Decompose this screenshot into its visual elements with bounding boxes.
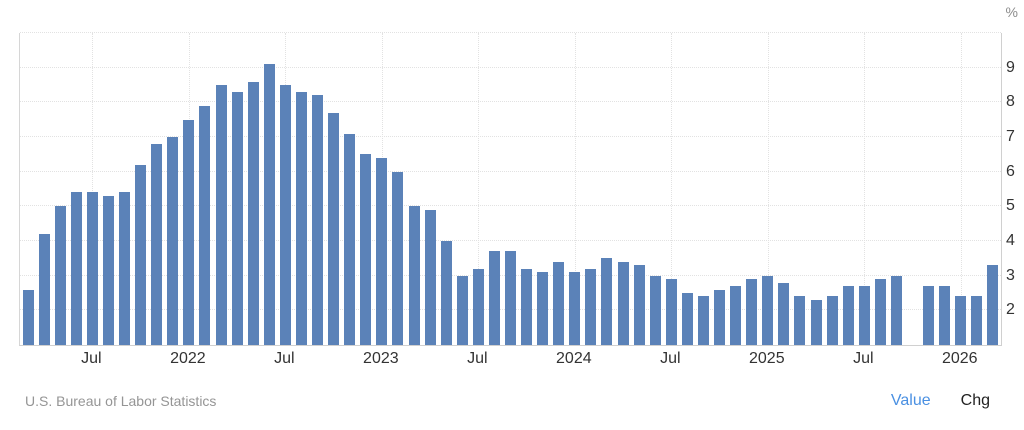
bar-apr-2023[interactable]	[424, 209, 436, 345]
chg-toggle-link[interactable]: Chg	[960, 392, 990, 409]
bar-dec-2023[interactable]	[553, 261, 565, 345]
bar-sep-2021[interactable]	[119, 192, 131, 345]
bar-jan-2025[interactable]	[762, 275, 774, 345]
bar-apr-2024[interactable]	[617, 261, 629, 345]
bar-nov-2025[interactable]	[923, 286, 935, 345]
h-gridline-10	[20, 32, 1001, 33]
bar-dec-2022[interactable]	[360, 154, 372, 345]
bar-feb-2024[interactable]	[585, 268, 597, 345]
bar-jun-2023[interactable]	[456, 275, 468, 345]
bar-may-2021[interactable]	[54, 206, 66, 345]
y-tick-label-8: 8	[1006, 93, 1015, 111]
y-tick-label-5: 5	[1006, 197, 1015, 215]
bar-jan-2022[interactable]	[183, 119, 195, 345]
y-tick-label-2: 2	[1006, 301, 1015, 319]
h-gridline-6	[20, 170, 1001, 172]
bar-jul-2022[interactable]	[279, 85, 291, 345]
v-gridline-jul	[671, 33, 673, 345]
bar-oct-2021[interactable]	[135, 164, 147, 345]
v-gridline-jul	[92, 33, 94, 345]
h-gridline-8	[20, 101, 1001, 103]
bar-nov-2022[interactable]	[344, 133, 356, 345]
h-gridline-9	[20, 66, 1001, 68]
bar-aug-2023[interactable]	[488, 251, 500, 345]
bar-feb-2023[interactable]	[392, 171, 404, 345]
v-gridline-jul	[478, 33, 480, 345]
bar-nov-2021[interactable]	[151, 143, 163, 345]
bar-may-2025[interactable]	[826, 296, 838, 345]
bar-dec-2024[interactable]	[746, 279, 758, 345]
bar-may-2024[interactable]	[633, 265, 645, 345]
bar-sep-2022[interactable]	[312, 95, 324, 345]
v-gridline-jul	[864, 33, 866, 345]
bar-apr-2021[interactable]	[38, 234, 50, 345]
bar-mar-2024[interactable]	[601, 258, 613, 345]
v-gridline-2025	[767, 33, 769, 345]
bar-dec-2025[interactable]	[939, 286, 951, 345]
bar-oct-2024[interactable]	[714, 289, 726, 345]
bar-mar-2026[interactable]	[987, 265, 999, 345]
series-toggle-legend: Value Chg	[891, 392, 990, 410]
bar-jul-2025[interactable]	[858, 286, 870, 345]
v-gridline-2026	[960, 33, 962, 345]
bar-feb-2022[interactable]	[199, 105, 211, 345]
x-tick-label-2023: 2023	[363, 350, 399, 367]
bar-apr-2025[interactable]	[810, 299, 822, 345]
bar-may-2022[interactable]	[247, 81, 259, 345]
bar-may-2023[interactable]	[440, 241, 452, 345]
bar-jul-2023[interactable]	[472, 268, 484, 345]
bar-aug-2022[interactable]	[295, 91, 307, 345]
x-tick-label-jul: Jul	[81, 350, 102, 367]
bar-jun-2022[interactable]	[263, 64, 275, 345]
bar-jan-2026[interactable]	[955, 296, 967, 345]
h-gridline-5	[20, 205, 1001, 207]
h-gridline-7	[20, 136, 1001, 137]
bar-jun-2021[interactable]	[70, 192, 82, 345]
bar-feb-2026[interactable]	[971, 296, 983, 345]
y-tick-label-7: 7	[1006, 128, 1015, 145]
x-tick-label-2022: 2022	[170, 350, 206, 367]
bar-jun-2025[interactable]	[842, 286, 854, 345]
y-tick-label-6: 6	[1006, 162, 1015, 180]
bar-jan-2023[interactable]	[376, 157, 388, 345]
bar-mar-2021[interactable]	[22, 289, 34, 345]
y-axis-unit-label: %	[1005, 4, 1018, 20]
bar-oct-2023[interactable]	[521, 268, 533, 345]
bar-jul-2021[interactable]	[86, 192, 98, 345]
bar-dec-2021[interactable]	[167, 137, 179, 345]
x-tick-label-2025: 2025	[749, 350, 785, 367]
bar-oct-2022[interactable]	[328, 112, 340, 345]
bar-jan-2024[interactable]	[569, 272, 581, 345]
bar-nov-2023[interactable]	[537, 272, 549, 345]
x-tick-label-jul: Jul	[660, 350, 681, 367]
x-tick-label-jul: Jul	[853, 350, 874, 367]
bar-sep-2024[interactable]	[697, 296, 709, 345]
bar-nov-2024[interactable]	[730, 286, 742, 345]
x-tick-label-jul: Jul	[467, 350, 488, 367]
x-tick-label-2026: 2026	[941, 350, 978, 367]
bar-jun-2024[interactable]	[649, 275, 661, 345]
bar-mar-2025[interactable]	[794, 296, 806, 345]
bar-sep-2023[interactable]	[505, 251, 516, 345]
value-toggle-link[interactable]: Value	[890, 392, 931, 409]
plot-area	[19, 32, 1002, 346]
y-tick-label-9: 9	[1006, 58, 1015, 76]
bar-jul-2024[interactable]	[665, 279, 677, 345]
bar-sep-2025[interactable]	[890, 275, 902, 345]
bar-mar-2022[interactable]	[215, 85, 227, 345]
x-tick-label-jul: Jul	[274, 350, 295, 367]
v-gridline-2024	[574, 33, 576, 345]
bar-apr-2022[interactable]	[231, 91, 243, 345]
x-tick-label-2024: 2024	[556, 350, 592, 367]
y-tick-label-3: 3	[1006, 266, 1015, 284]
bar-feb-2025[interactable]	[778, 282, 790, 345]
h-gridline-4	[20, 240, 1001, 241]
bar-aug-2021[interactable]	[102, 195, 114, 345]
source-text: U.S. Bureau of Labor Statistics	[25, 393, 217, 409]
bar-mar-2023[interactable]	[408, 206, 420, 345]
y-tick-label-4: 4	[1006, 232, 1015, 249]
bar-aug-2024[interactable]	[681, 293, 693, 345]
bar-aug-2025[interactable]	[874, 279, 886, 345]
